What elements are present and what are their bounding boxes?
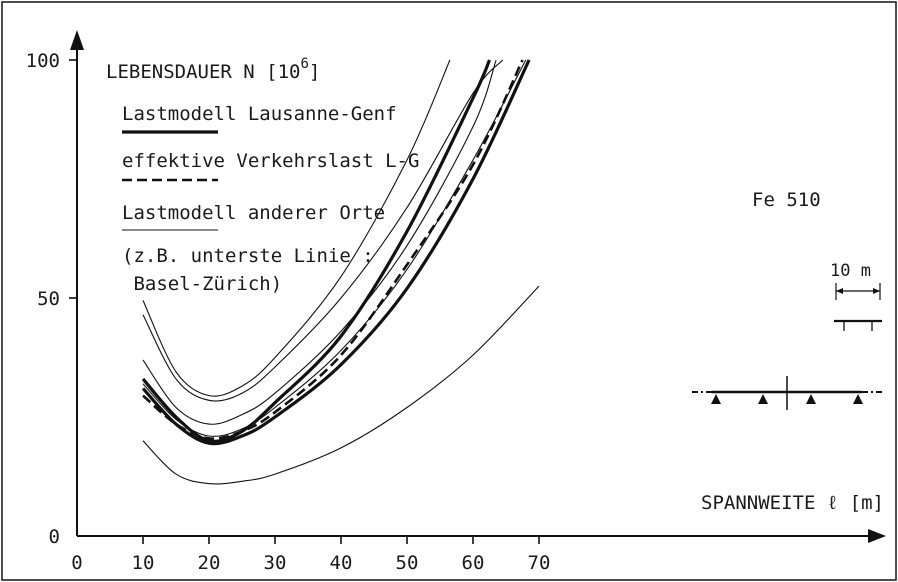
x-tick-label: 20 (198, 552, 221, 574)
support-1-icon (711, 394, 721, 404)
x-tick-label: 10 (132, 552, 155, 574)
x-tick-label: 40 (330, 552, 353, 574)
y-axis-label-close: ] (309, 61, 320, 83)
steel-grade-label: Fe 510 (752, 189, 821, 211)
scale-label: 10 m (830, 261, 871, 281)
continuous-beam-sketch (692, 376, 884, 410)
y-axis-label: LEBENSDAUER N [106] (106, 56, 320, 83)
curve-thin-8 (142, 285, 540, 485)
y-tick-label: 0 (49, 526, 60, 548)
curve-dashed-6 (142, 59, 524, 440)
x-axis-arrow (868, 529, 886, 543)
x-tick-label: 50 (396, 552, 419, 574)
curve-thin-1 (142, 59, 451, 397)
y-axis-arrow (70, 30, 84, 50)
y-ticks: 0 50 100 (26, 50, 77, 548)
x-tick-label: 30 (264, 552, 287, 574)
scale-arrow-right-icon (873, 288, 880, 294)
curve-thin-2 (142, 59, 504, 402)
legend-note-line-1: (z.B. unterste Linie : (122, 245, 374, 267)
legend-note-line-2: Basel-Zürich) (122, 273, 282, 295)
span-scale-sketch: 10 m (830, 261, 882, 331)
x-tick-label: 0 (71, 552, 82, 574)
curves (141, 59, 540, 485)
x-tick-label: 60 (462, 552, 485, 574)
legend-label-2: effektive Verkehrslast L-G (122, 150, 419, 172)
y-axis-label-exponent: 6 (300, 56, 308, 72)
curve-thick-5 (141, 59, 491, 443)
curve-thin-3 (142, 59, 497, 425)
curve-thick-7 (141, 59, 531, 446)
y-tick-label: 50 (37, 288, 60, 310)
support-3-icon (806, 394, 816, 404)
support-2-icon (758, 394, 768, 404)
legend-label-3: Lastmodell anderer Orte (122, 202, 385, 224)
scale-arrow-left-icon (836, 288, 843, 294)
legend-label-1: Lastmodell Lausanne-Genf (122, 103, 397, 125)
y-tick-label: 100 (26, 50, 60, 72)
legend: Lastmodell Lausanne-Genf effektive Verke… (122, 103, 419, 295)
y-axis-label-main: LEBENSDAUER N [10 (106, 61, 300, 83)
x-ticks: 0 10 20 30 40 50 60 70 (71, 536, 550, 574)
x-axis-label: SPANNWEITE ℓ [m] (701, 492, 884, 514)
support-4-icon (853, 394, 863, 404)
x-tick-label: 70 (528, 552, 551, 574)
